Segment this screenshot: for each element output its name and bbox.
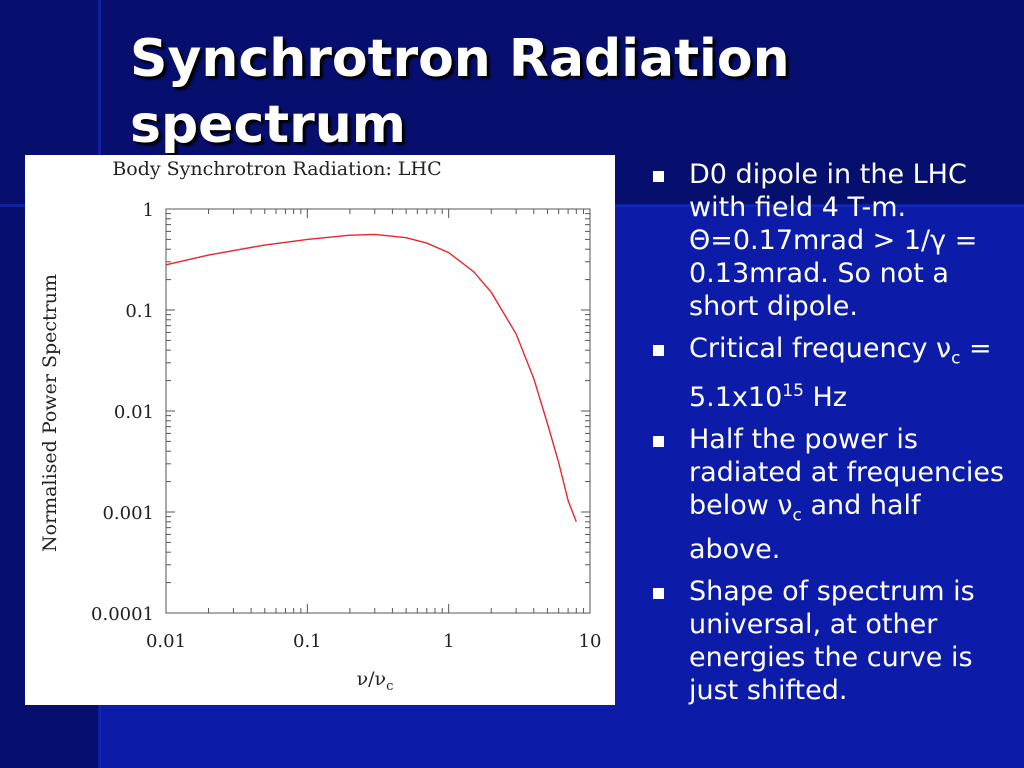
y-tick-label: 0.1 [125, 301, 154, 322]
axis-tick-labels: 0.01 0.1 1 10 1 0.1 0.01 0.001 0.0001 [91, 200, 601, 652]
bullet-list: D0 dipole in the LHC with field 4 T-m. Θ… [650, 158, 1020, 716]
chart-title: Body Synchrotron Radiation: LHC [112, 158, 441, 180]
subscript-text: c [792, 505, 802, 526]
superscript-text: 15 [782, 381, 804, 402]
slide-title: Synchrotron Radiation spectrum [130, 29, 790, 155]
x-axis-label-main: ν/ν [357, 668, 387, 690]
bullet-text: Half the power is radiated at frequencie… [689, 424, 1004, 564]
bullet-text-part: Hz [803, 382, 847, 414]
bullet-text-part: = 5.1x10 [689, 333, 992, 414]
bullet-item: Critical frequency νc = 5.1x1015 Hz [650, 332, 1020, 414]
bullet-text: D0 dipole in the LHC with field 4 T-m. Θ… [689, 159, 978, 322]
x-axis-label-subscript: c [386, 679, 393, 694]
bullet-text: Critical frequency νc = 5.1x1015 Hz [689, 333, 992, 413]
y-tick-label: 0.001 [102, 503, 154, 524]
subscript-text: c [951, 348, 961, 369]
chart-figure: Body Synchrotron Radiation: LHC 0.01 0.1 1… [25, 155, 615, 705]
bullet-item: Shape of spectrum is universal, at other… [650, 575, 1020, 707]
bullet-text-part: Critical frequency ν [689, 333, 952, 364]
x-tick-label: 0.01 [146, 631, 186, 652]
bullet-text-part: Half the power is radiated at frequencie… [689, 424, 1005, 522]
square-bullet-icon [653, 587, 664, 599]
x-tick-label: 1 [443, 631, 454, 652]
plot-frame [165, 208, 591, 614]
x-tick-label: 10 [579, 631, 602, 652]
spectrum-curve [165, 233, 577, 523]
spectrum-chart: Body Synchrotron Radiation: LHC 0.01 0.1 1… [39, 158, 601, 694]
y-tick-label: 1 [143, 200, 154, 221]
bullet-text-part: and half above. [689, 490, 921, 565]
y-tick-label: 0.01 [114, 402, 154, 423]
bullet-item: D0 dipole in the LHC with field 4 T-m. Θ… [650, 158, 1020, 323]
bullet-text: Shape of spectrum is universal, at other… [689, 575, 975, 706]
y-tick-label: 0.0001 [91, 604, 154, 625]
y-axis-label: Normalised Power Spectrum [39, 274, 61, 552]
axis-ticks [165, 208, 591, 614]
x-tick-label: 0.1 [293, 631, 322, 652]
x-axis-label: ν/νc [357, 668, 394, 694]
bullet-item: Half the power is radiated at frequencie… [650, 423, 1020, 565]
square-bullet-icon [653, 345, 664, 356]
square-bullet-icon [653, 436, 664, 448]
square-bullet-icon [653, 171, 664, 182]
